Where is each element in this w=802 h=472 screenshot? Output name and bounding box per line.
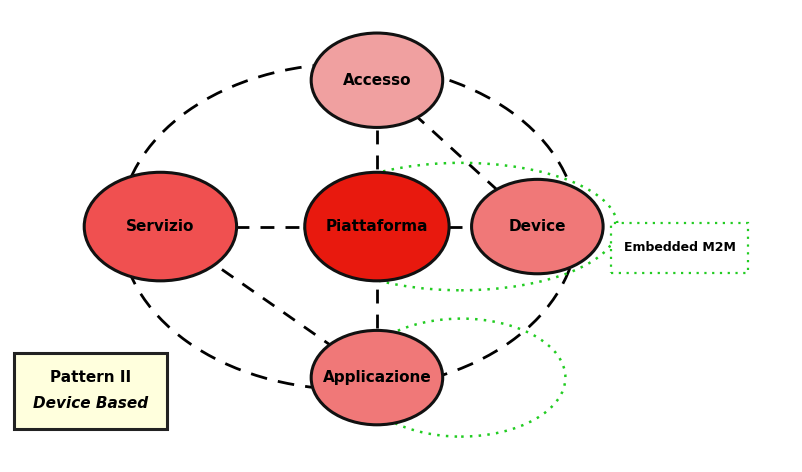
Text: Applicazione: Applicazione xyxy=(322,370,431,385)
FancyBboxPatch shape xyxy=(611,223,748,273)
Text: Accesso: Accesso xyxy=(342,73,411,88)
Ellipse shape xyxy=(311,33,443,127)
Text: Servizio: Servizio xyxy=(126,219,195,234)
Text: Device: Device xyxy=(508,219,566,234)
Text: Pattern II: Pattern II xyxy=(50,370,131,385)
Ellipse shape xyxy=(472,179,603,274)
FancyBboxPatch shape xyxy=(14,353,167,429)
Ellipse shape xyxy=(84,172,237,281)
Text: Piattaforma: Piattaforma xyxy=(326,219,428,234)
Ellipse shape xyxy=(311,330,443,425)
Ellipse shape xyxy=(305,172,449,281)
Text: Embedded M2M: Embedded M2M xyxy=(624,241,735,254)
Text: Device Based: Device Based xyxy=(33,396,148,411)
